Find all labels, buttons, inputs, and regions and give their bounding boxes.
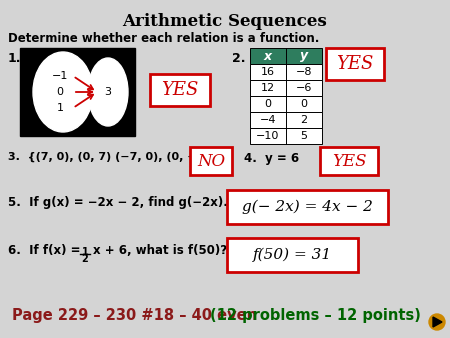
Text: −6: −6 — [296, 83, 312, 93]
Text: 0: 0 — [301, 99, 307, 109]
Text: Arithmetic Sequences: Arithmetic Sequences — [122, 13, 328, 30]
Text: YES: YES — [336, 55, 373, 73]
Text: YES: YES — [161, 81, 199, 99]
FancyBboxPatch shape — [320, 147, 378, 175]
Text: 0: 0 — [265, 99, 271, 109]
Text: 5.  If g(x) = −2x − 2, find g(−2x).: 5. If g(x) = −2x − 2, find g(−2x). — [8, 196, 228, 209]
Text: x + 6, what is f(50)?: x + 6, what is f(50)? — [93, 244, 227, 257]
Text: 3.  {(7, 0), (0, 7) (−7, 0), (0, −7)}: 3. {(7, 0), (0, 7) (−7, 0), (0, −7)} — [8, 152, 217, 162]
FancyBboxPatch shape — [250, 96, 322, 112]
FancyBboxPatch shape — [227, 238, 358, 272]
Text: 6.  If f(x) =: 6. If f(x) = — [8, 244, 81, 257]
FancyBboxPatch shape — [150, 74, 210, 106]
Text: g(− 2x) = 4x − 2: g(− 2x) = 4x − 2 — [242, 200, 373, 214]
FancyBboxPatch shape — [250, 80, 322, 96]
FancyBboxPatch shape — [250, 128, 322, 144]
Text: 5: 5 — [301, 131, 307, 141]
Ellipse shape — [88, 58, 128, 126]
Text: Page 229 – 230 #18 – 40 even: Page 229 – 230 #18 – 40 even — [12, 308, 262, 323]
Text: −1: −1 — [52, 71, 68, 81]
FancyBboxPatch shape — [190, 147, 232, 175]
Text: 16: 16 — [261, 67, 275, 77]
Text: 1.: 1. — [8, 52, 22, 65]
Text: 4.  y = 6: 4. y = 6 — [244, 152, 299, 165]
Text: 1: 1 — [57, 103, 63, 113]
Text: −4: −4 — [260, 115, 276, 125]
Text: 3: 3 — [104, 87, 112, 97]
Text: f(50) = 31: f(50) = 31 — [252, 248, 332, 262]
Text: 12: 12 — [261, 83, 275, 93]
Text: Determine whether each relation is a function.: Determine whether each relation is a fun… — [8, 32, 320, 45]
FancyBboxPatch shape — [326, 48, 384, 80]
Text: 0: 0 — [57, 87, 63, 97]
Text: 2: 2 — [301, 115, 307, 125]
FancyBboxPatch shape — [250, 112, 322, 128]
Text: y: y — [300, 49, 308, 63]
Text: −8: −8 — [296, 67, 312, 77]
Text: −10: −10 — [256, 131, 280, 141]
Text: YES: YES — [332, 152, 366, 169]
FancyBboxPatch shape — [250, 48, 322, 64]
Circle shape — [429, 314, 445, 330]
Text: x: x — [264, 49, 272, 63]
Text: 2: 2 — [81, 254, 88, 264]
FancyBboxPatch shape — [227, 190, 388, 224]
Ellipse shape — [33, 52, 93, 132]
Text: NO: NO — [197, 152, 225, 169]
Text: 1: 1 — [81, 247, 88, 257]
Text: (12 problems – 12 points): (12 problems – 12 points) — [210, 308, 421, 323]
FancyBboxPatch shape — [20, 48, 135, 136]
Text: 2.: 2. — [232, 52, 246, 65]
FancyBboxPatch shape — [250, 64, 322, 80]
Polygon shape — [433, 317, 442, 327]
